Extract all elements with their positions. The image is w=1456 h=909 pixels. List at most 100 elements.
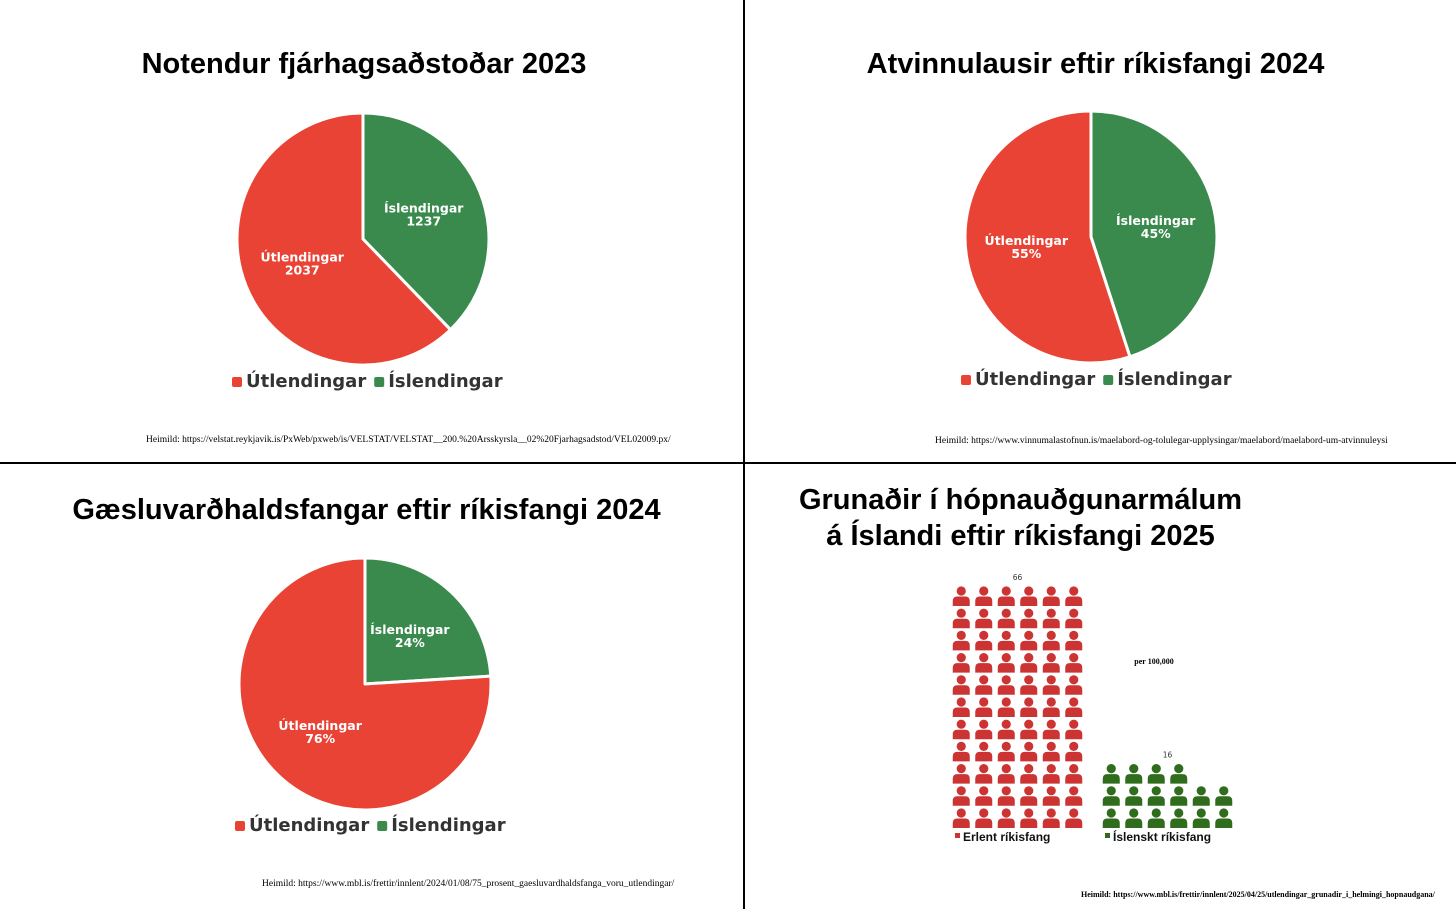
slice-value-label: 2037 xyxy=(285,263,320,278)
source-citation: Heimild: https://www.mbl.is/frettir/innl… xyxy=(262,879,675,889)
person-icon-head xyxy=(979,697,989,707)
person-icon-head xyxy=(979,786,989,796)
person-icon-head xyxy=(956,764,966,774)
pie-chart: Íslendingar1237Útlendingar2037Útlendinga… xyxy=(232,111,503,392)
person-icon-head xyxy=(956,719,966,729)
chart-panel-gang-rape-suspects: Grunaðir í hópnauðgunarmálum á Íslandi e… xyxy=(745,464,1456,909)
person-icon-head xyxy=(1129,786,1139,796)
pie-slice-icelandic xyxy=(361,111,491,332)
chart-title: Gæsluvarðhaldsfangar eftir ríkisfangi 20… xyxy=(72,494,661,526)
person-icon-head xyxy=(1069,764,1079,774)
person-icon-head xyxy=(1046,586,1056,596)
person-icon-body xyxy=(1192,796,1210,806)
person-icon-head xyxy=(1001,764,1011,774)
person-icon-body xyxy=(1065,796,1083,806)
person-icon-head xyxy=(1196,808,1206,818)
person-icon-head xyxy=(1024,630,1034,640)
person-icon-body xyxy=(1170,796,1188,806)
legend-label: Íslendingar xyxy=(391,814,506,836)
legend-label: Útlendingar xyxy=(975,368,1095,390)
person-icon-body xyxy=(1065,685,1083,695)
chart-panel-unemployment: Atvinnulausir eftir ríkisfangi 2024 Ísle… xyxy=(745,0,1456,462)
person-icon-head xyxy=(1174,764,1184,774)
person-icon-head xyxy=(1024,786,1034,796)
person-icon-head xyxy=(1151,808,1161,818)
person-icon-body xyxy=(975,751,993,762)
person-icon-body xyxy=(1020,729,1038,740)
person-icon-body xyxy=(1065,751,1083,762)
person-icon-body xyxy=(975,663,993,673)
person-icon-head xyxy=(1024,808,1034,818)
person-icon-head xyxy=(979,764,989,774)
person-icon-body xyxy=(997,796,1015,806)
person-icon-body xyxy=(952,796,970,806)
person-icon-head xyxy=(1174,786,1184,796)
person-icon-body xyxy=(1042,685,1060,695)
person-icon-head xyxy=(1106,764,1116,774)
person-icon-head xyxy=(1001,630,1011,640)
person-icon-body xyxy=(1065,618,1083,629)
person-icon-body xyxy=(1020,618,1038,629)
person-icon-body xyxy=(952,618,970,629)
person-icon-body xyxy=(1102,818,1120,828)
slice-label: Íslendingar xyxy=(370,622,450,637)
person-icon-body xyxy=(975,618,993,629)
person-icon-head xyxy=(956,608,966,618)
person-icon-body xyxy=(1065,707,1083,717)
source-citation: Heimild: https://velstat.reykjavik.is/Px… xyxy=(146,435,671,445)
person-icon-head xyxy=(1001,808,1011,818)
bar-value-label: 16 xyxy=(1163,751,1173,760)
person-icon-head xyxy=(1069,653,1079,663)
person-icon-head xyxy=(1069,719,1079,729)
person-icon-head xyxy=(956,675,966,685)
legend-swatch xyxy=(955,833,960,838)
person-icon-head xyxy=(1069,697,1079,707)
chart-annotation: per 100,000 xyxy=(1134,657,1173,666)
legend-swatch xyxy=(1103,375,1114,385)
person-icon-head xyxy=(1174,808,1184,818)
person-icon-body xyxy=(1065,774,1083,784)
person-icon-head xyxy=(1046,764,1056,774)
person-icon-head xyxy=(1001,608,1011,618)
person-icon-head xyxy=(956,741,966,751)
person-icon-head xyxy=(1024,764,1034,774)
person-icon-head xyxy=(1001,786,1011,796)
person-icon-body xyxy=(1042,618,1060,629)
person-icon-head xyxy=(979,741,989,751)
person-icon-body xyxy=(1042,774,1060,784)
person-icon-body xyxy=(1065,729,1083,740)
person-icon-body xyxy=(952,685,970,695)
person-icon-head xyxy=(1001,719,1011,729)
chart-title: Atvinnulausir eftir ríkisfangi 2024 xyxy=(866,48,1325,80)
slice-value-label: 55% xyxy=(1011,246,1041,261)
person-icon-body xyxy=(1042,818,1060,828)
legend-swatch xyxy=(235,821,245,831)
chart-panel-custody: Gæsluvarðhaldsfangar eftir ríkisfangi 20… xyxy=(0,464,743,909)
person-icon-head xyxy=(956,653,966,663)
person-icon-head xyxy=(1106,808,1116,818)
person-icon-body xyxy=(1170,774,1188,784)
person-icon-body xyxy=(952,640,970,651)
person-icon-body xyxy=(1042,796,1060,806)
slice-label: Íslendingar xyxy=(384,200,464,215)
person-icon-body xyxy=(952,663,970,673)
person-icon-body xyxy=(1125,774,1143,784)
person-icon-body xyxy=(1020,796,1038,806)
person-icon-body xyxy=(1147,818,1165,828)
person-icon-body xyxy=(997,618,1015,629)
legend-swatch xyxy=(961,375,971,385)
pictograph-group xyxy=(1102,764,1233,828)
person-icon-head xyxy=(1046,697,1056,707)
person-icon-head xyxy=(1129,808,1139,818)
person-icon-body xyxy=(975,774,993,784)
person-icon-body xyxy=(975,640,993,651)
pie-slice-icelandic xyxy=(363,556,493,686)
person-icon-head xyxy=(979,608,989,618)
person-icon-head xyxy=(979,719,989,729)
person-icon-body xyxy=(997,596,1015,606)
person-icon-body xyxy=(1020,774,1038,784)
person-icon-head xyxy=(956,697,966,707)
person-icon-head xyxy=(1046,675,1056,685)
chart-title-line-1: Grunaðir í hópnauðgunarmálum xyxy=(798,484,1243,516)
person-icon-head xyxy=(1129,764,1139,774)
